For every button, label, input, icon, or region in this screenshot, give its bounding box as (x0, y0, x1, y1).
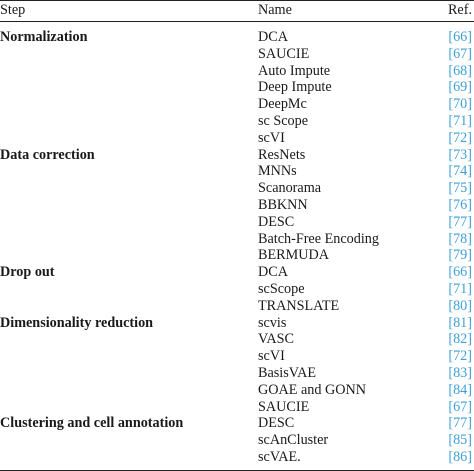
row-ref-link[interactable]: [68] (448, 62, 472, 79)
row-name: Batch-Free Encoding (258, 230, 379, 247)
row-ref-link[interactable]: [69] (448, 79, 472, 96)
table-row: DeepMc [70] (0, 96, 474, 113)
table-row: Deep Impute [69] (0, 79, 474, 96)
row-ref-link[interactable]: [72] (448, 129, 472, 146)
row-ref-link[interactable]: [86] (448, 449, 472, 465)
row-name: BERMUDA (258, 247, 329, 264)
row-step: Drop out (0, 264, 55, 281)
row-ref-link[interactable]: [79] (448, 247, 472, 264)
header-name: Name (258, 2, 292, 18)
table-row: MNNs [74] (0, 163, 474, 180)
row-ref-link[interactable]: [74] (448, 163, 472, 180)
row-name: TRANSLATE (258, 297, 340, 314)
row-name: DCA (258, 264, 288, 281)
row-ref-link[interactable]: [67] (448, 45, 472, 62)
table-row: TRANSLATE [80] (0, 298, 474, 315)
row-name: sc Scope (258, 113, 309, 129)
row-name: BasisVAE (258, 365, 317, 381)
row-ref-link[interactable]: [71] (448, 113, 472, 129)
row-ref-link[interactable]: [77] (448, 415, 472, 432)
row-ref-link[interactable]: [71] (448, 281, 472, 297)
table-row: SAUCIE [67] (0, 399, 474, 416)
table-row: BERMUDA [79] (0, 247, 474, 264)
row-ref-link[interactable]: [67] (448, 398, 472, 415)
row-name: BBKNN (258, 197, 308, 213)
row-name: ResNets (258, 146, 306, 163)
row-name: scVAE. (258, 449, 301, 465)
row-step: Normalization (0, 29, 88, 45)
table-row: scVI [72] (0, 130, 474, 147)
row-name: scVI (258, 348, 285, 365)
row-name: SAUCIE (258, 398, 310, 415)
table-row: BasisVAE [83] (0, 365, 474, 382)
table-row: SAUCIE [67] (0, 46, 474, 63)
row-ref-link[interactable]: [76] (448, 197, 472, 213)
row-name: DESC (258, 213, 295, 230)
row-name: GOAE and GONN (258, 381, 366, 398)
row-name: Auto Impute (258, 62, 331, 79)
table-row: Dimensionality reduction scvis [81] (0, 315, 474, 332)
row-step: Dimensionality reduction (0, 314, 154, 331)
row-ref-link[interactable]: [85] (448, 432, 472, 449)
table-row: Clustering and cell annotation DESC [77] (0, 415, 474, 432)
row-ref-link[interactable]: [78] (448, 230, 472, 247)
table-row: scVAE. [86] (0, 449, 474, 466)
row-name: SAUCIE (258, 45, 310, 62)
header-step: Step (0, 2, 26, 18)
table-row: VASC [82] (0, 331, 474, 348)
table-header-rule (0, 21, 474, 22)
row-ref-link[interactable]: [83] (448, 365, 472, 381)
row-ref-link[interactable]: [66] (448, 264, 472, 281)
row-ref-link[interactable]: [84] (448, 381, 472, 398)
row-step: Clustering and cell annotation (0, 415, 184, 432)
row-ref-link[interactable]: [82] (448, 331, 472, 348)
row-name: Scanorama (258, 180, 322, 197)
table-top-rule (0, 0, 474, 1)
row-name: scVI (258, 129, 285, 146)
row-name: scScope (258, 281, 305, 297)
table-row: Drop out DCA [66] (0, 264, 474, 281)
row-step: Data correction (0, 146, 95, 163)
row-name: DCA (258, 29, 288, 45)
row-name: DeepMc (258, 96, 307, 113)
table-row: DESC [77] (0, 214, 474, 231)
row-name: MNNs (258, 163, 297, 180)
row-ref-link[interactable]: [73] (448, 146, 472, 163)
table-row: Scanorama [75] (0, 180, 474, 197)
row-name: scvis (258, 314, 287, 331)
row-ref-link[interactable]: [77] (448, 213, 472, 230)
table-row: BBKNN [76] (0, 197, 474, 214)
row-name: Deep Impute (258, 79, 332, 96)
table-row: sc Scope [71] (0, 113, 474, 130)
row-name: scAnCluster (258, 432, 329, 449)
row-ref-link[interactable]: [80] (448, 297, 472, 314)
table-header-row: Step Name Ref. (0, 1, 474, 20)
table-row: Data correction ResNets [73] (0, 147, 474, 164)
row-ref-link[interactable]: [75] (448, 180, 472, 197)
table-row: scVI [72] (0, 348, 474, 365)
table-row: scScope [71] (0, 281, 474, 298)
header-ref: Ref. (447, 2, 472, 18)
table-row: Batch-Free Encoding [78] (0, 231, 474, 248)
row-ref-link[interactable]: [70] (448, 96, 472, 113)
row-name: VASC (258, 331, 295, 348)
table-row: Normalization DCA [66] (0, 29, 474, 46)
row-ref-link[interactable]: [72] (448, 348, 472, 365)
table-row: scAnCluster [85] (0, 432, 474, 449)
row-name: DESC (258, 415, 295, 432)
row-ref-link[interactable]: [66] (448, 29, 472, 45)
table-row: GOAE and GONN [84] (0, 382, 474, 399)
row-ref-link[interactable]: [81] (448, 314, 472, 331)
table-row: Auto Impute [68] (0, 63, 474, 80)
